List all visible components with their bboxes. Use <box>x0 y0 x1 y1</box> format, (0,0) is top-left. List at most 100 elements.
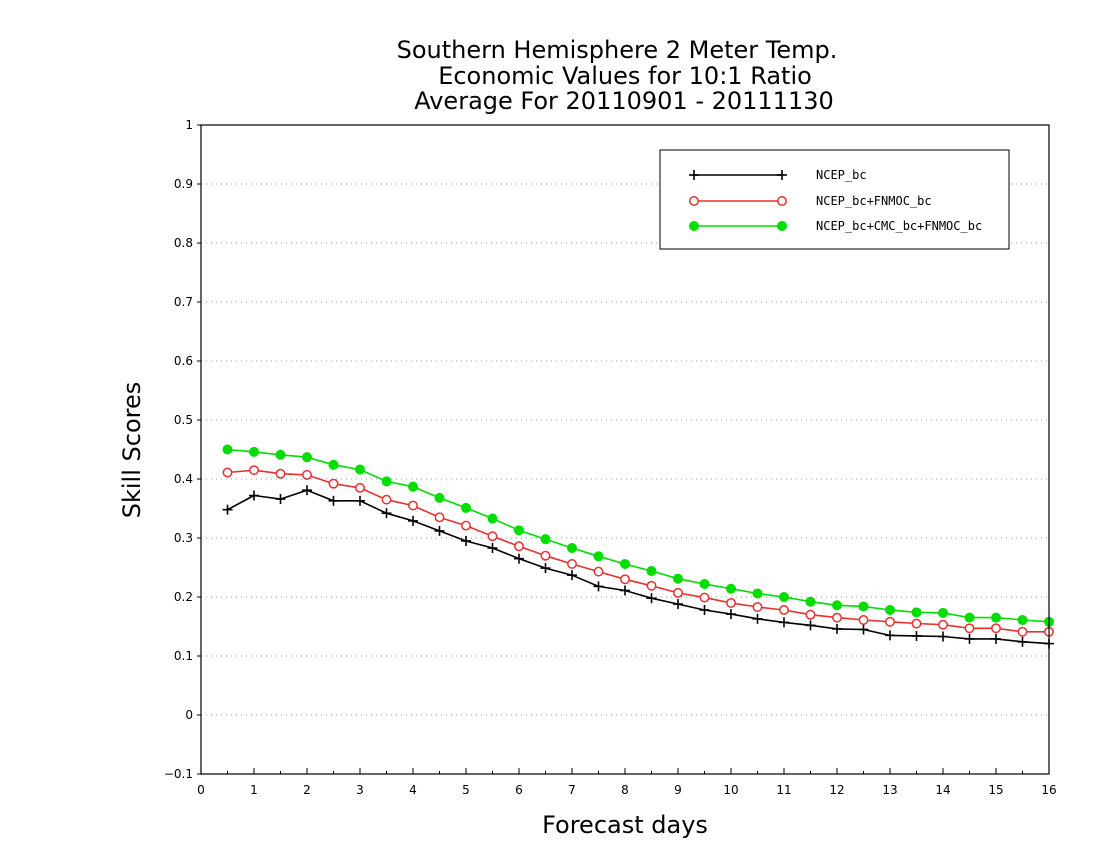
y-axis-label: Skill Scores <box>118 382 146 519</box>
series-ncep-bc-cmc-bc-fnmoc-bc-point <box>858 601 869 612</box>
series-ncep-bc-fnmoc-bc-point <box>805 609 816 620</box>
series-ncep-bc-point <box>885 630 895 641</box>
legend-ncep-bc-fnmoc-bc: NCEP_bc+FNMOC_bc <box>689 194 932 208</box>
series-ncep-bc-point <box>328 495 339 506</box>
series-ncep-bc-point <box>858 624 869 635</box>
series-ncep-bc-cmc-bc-fnmoc-bc-point <box>275 449 286 460</box>
x-tick-label: 15 <box>988 783 1003 797</box>
series-ncep-bc-fnmoc-bc-point <box>514 541 524 552</box>
series-ncep-bc-point <box>381 508 392 519</box>
x-tick-label: 10 <box>723 783 738 797</box>
series-ncep-bc-cmc-bc-fnmoc-bc-point <box>673 573 683 584</box>
series-ncep-bc-fnmoc-bc-point <box>911 618 922 629</box>
series-ncep-bc-cmc-bc-fnmoc-bc-point <box>832 600 842 611</box>
y-tick-label: 0.4 <box>174 472 193 486</box>
series-ncep-bc-point <box>805 620 816 631</box>
series-ncep-bc-cmc-bc-fnmoc-bc-point <box>302 452 312 463</box>
x-tick-label: 1 <box>250 783 258 797</box>
y-tick-label: 0 <box>185 708 193 722</box>
series-ncep-bc-point <box>673 599 683 610</box>
series-ncep-bc-point <box>408 515 418 526</box>
series-ncep-bc-fnmoc-bc-point <box>1017 626 1028 637</box>
series-ncep-bc-cmc-bc-fnmoc-bc-point <box>567 543 577 554</box>
series-ncep-bc-fnmoc-bc-point <box>275 468 286 479</box>
x-tick-label: 4 <box>409 783 417 797</box>
series-ncep-bc-cmc-bc-fnmoc-bc-point <box>328 459 339 470</box>
series-ncep-bc-fnmoc-bc-point <box>699 592 710 603</box>
series-ncep-bc-cmc-bc-fnmoc-bc-point <box>487 513 498 524</box>
series-ncep-bc-cmc-bc-fnmoc-bc-line <box>227 448 1050 623</box>
y-tick-label: 0.1 <box>174 649 193 663</box>
legend-ncep-bc-fnmoc-bc-label: NCEP_bc+FNMOC_bc <box>816 194 932 208</box>
series-ncep-bc-fnmoc-bc-point <box>540 550 551 561</box>
series-ncep-bc-point <box>726 609 736 620</box>
series-ncep-bc-point <box>275 494 286 505</box>
x-tick-label: 16 <box>1041 783 1056 797</box>
series-ncep-bc-fnmoc-bc-point <box>408 500 418 511</box>
series-ncep-bc-fnmoc-bc-point <box>381 494 392 505</box>
series-ncep-bc-point <box>646 593 657 604</box>
legend-ncep-bc: NCEP_bc <box>689 168 867 182</box>
series-ncep-bc-cmc-bc-fnmoc-bc-point <box>885 604 895 615</box>
series-ncep-bc-cmc-bc-fnmoc-bc-point <box>540 534 551 545</box>
series-ncep-bc-fnmoc-bc-point <box>487 531 498 542</box>
x-tick-label: 14 <box>935 783 950 797</box>
legend-ncep-bc-label: NCEP_bc <box>816 168 867 182</box>
series-ncep-bc-cmc-bc-fnmoc-bc-point <box>991 612 1001 623</box>
series-ncep-bc-cmc-bc-fnmoc-bc-point <box>461 502 471 513</box>
series-ncep-bc-fnmoc-bc-point <box>779 605 789 615</box>
series-ncep-bc-fnmoc-bc-point <box>726 597 736 608</box>
series-ncep-bc-point <box>434 525 445 536</box>
series-ncep-bc-cmc-bc-fnmoc-bc-point <box>805 596 816 607</box>
y-tick-label: 0.3 <box>174 531 193 545</box>
axis-ticks: −0.100.10.20.30.40.50.60.70.80.910 1 2 3 4 5 6… <box>164 118 1057 797</box>
series-ncep-bc-point <box>699 604 710 615</box>
series-ncep-bc-fnmoc-bc-point <box>222 467 233 478</box>
y-tick-label: 1 <box>185 118 193 132</box>
x-tick-label: 7 <box>568 783 576 797</box>
chart-title-line-1: Southern Hemisphere 2 Meter Temp. <box>397 36 838 64</box>
series-ncep-bc-point <box>991 633 1001 644</box>
series-ncep-bc-fnmoc-bc-point <box>832 612 842 623</box>
series-layer <box>222 444 1054 649</box>
legend-ncep-bc-fnmoc-bc-start-point <box>689 196 699 206</box>
series-ncep-bc-point <box>620 585 630 596</box>
series-ncep-bc-point <box>540 563 551 574</box>
series-ncep-bc-fnmoc-bc-point <box>858 615 869 625</box>
series-ncep-bc-cmc-bc-fnmoc-bc-point <box>593 551 604 562</box>
x-axis-label: Forecast days <box>542 811 708 839</box>
series-ncep-bc-fnmoc-bc-point <box>752 602 763 612</box>
series-ncep-bc-cmc-bc-fnmoc-bc-point <box>408 481 418 492</box>
legend: NCEP_bc NCEP_bc+FNMOC_bc NCEP_bc+CMC_bc+FN… <box>659 149 1010 250</box>
series-ncep-bc-point <box>461 535 471 546</box>
x-tick-label: 12 <box>829 783 844 797</box>
series-ncep-bc-cmc-bc-fnmoc-bc-point <box>1017 615 1028 626</box>
series-ncep-bc-point <box>514 553 524 564</box>
series-ncep-bc-cmc-bc-fnmoc-bc-point <box>964 612 975 623</box>
series-ncep-bc-fnmoc-bc-point <box>620 574 630 585</box>
series-ncep-bc-point <box>752 613 763 624</box>
plot-frame <box>200 124 1050 775</box>
y-tick-label: −0.1 <box>164 767 193 781</box>
series-ncep-bc-cmc-bc-fnmoc-bc-point <box>381 476 392 487</box>
series-ncep-bc-fnmoc-bc-point <box>328 478 339 489</box>
series-ncep-bc-point <box>938 631 948 642</box>
series-ncep-bc-fnmoc-bc-point <box>249 465 259 476</box>
series-ncep-bc-point <box>222 504 233 515</box>
series-ncep-bc-fnmoc-bc-point <box>434 512 445 523</box>
series-ncep-bc-cmc-bc-fnmoc-bc <box>222 444 1054 627</box>
series-ncep-bc-point <box>832 623 842 634</box>
series-ncep-bc-cmc-bc-fnmoc-bc-point <box>620 558 630 569</box>
x-tick-label: 11 <box>776 783 791 797</box>
series-ncep-bc-point <box>249 490 259 501</box>
series-ncep-bc-point <box>1017 636 1028 647</box>
series-ncep-bc-fnmoc-bc-point <box>461 520 471 531</box>
legend-ncep-bc-cmc-bc-fnmoc-bc-start-point <box>689 221 699 231</box>
series-ncep-bc-point <box>964 633 975 644</box>
series-ncep-bc-fnmoc-bc-point <box>302 469 312 480</box>
series-ncep-bc-cmc-bc-fnmoc-bc-point <box>726 583 736 594</box>
series-ncep-bc-fnmoc-bc-point <box>885 616 895 627</box>
y-tick-label: 0.7 <box>174 295 193 309</box>
series-ncep-bc-point <box>487 543 498 554</box>
